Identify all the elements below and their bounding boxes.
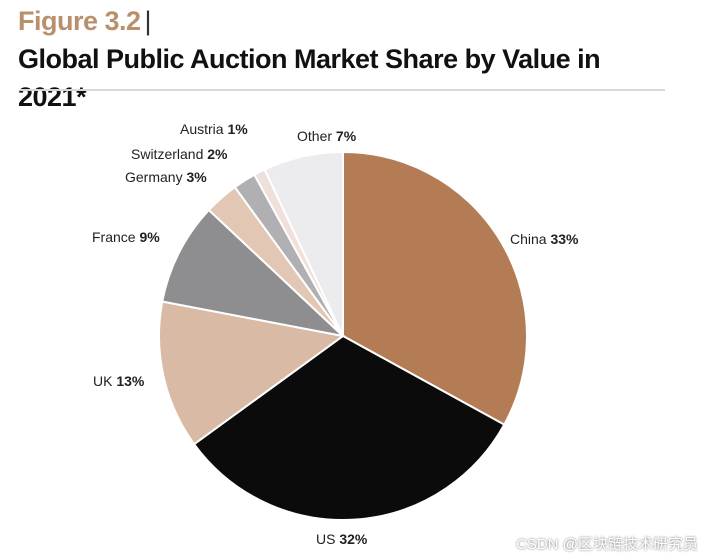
label-austria: Austria 1% bbox=[180, 121, 248, 137]
pie-slice-other bbox=[263, 150, 344, 337]
label-uk: UK 13% bbox=[93, 373, 145, 389]
title-text: Global Public Auction Market Share by Va… bbox=[18, 44, 601, 112]
pie-slice-china bbox=[342, 150, 528, 427]
title-divider bbox=[20, 89, 665, 91]
label-other: Other 7% bbox=[297, 128, 357, 144]
label-switzerland: Switzerland 2% bbox=[131, 146, 228, 162]
label-china: China 33% bbox=[510, 231, 579, 247]
chart-title: Figure 3.2 |Global Public Auction Market … bbox=[18, 2, 712, 116]
pie-slice-us bbox=[192, 334, 506, 521]
label-us: US 32% bbox=[316, 531, 368, 547]
pie-slice-uk bbox=[158, 300, 346, 446]
figure-number: Figure 3.2 bbox=[18, 6, 141, 36]
watermark: CSDN @区块链技术研究员 bbox=[516, 536, 698, 553]
pie-slice-france bbox=[161, 208, 347, 338]
label-germany: Germany 3% bbox=[125, 169, 207, 185]
label-france: France 9% bbox=[92, 229, 160, 245]
